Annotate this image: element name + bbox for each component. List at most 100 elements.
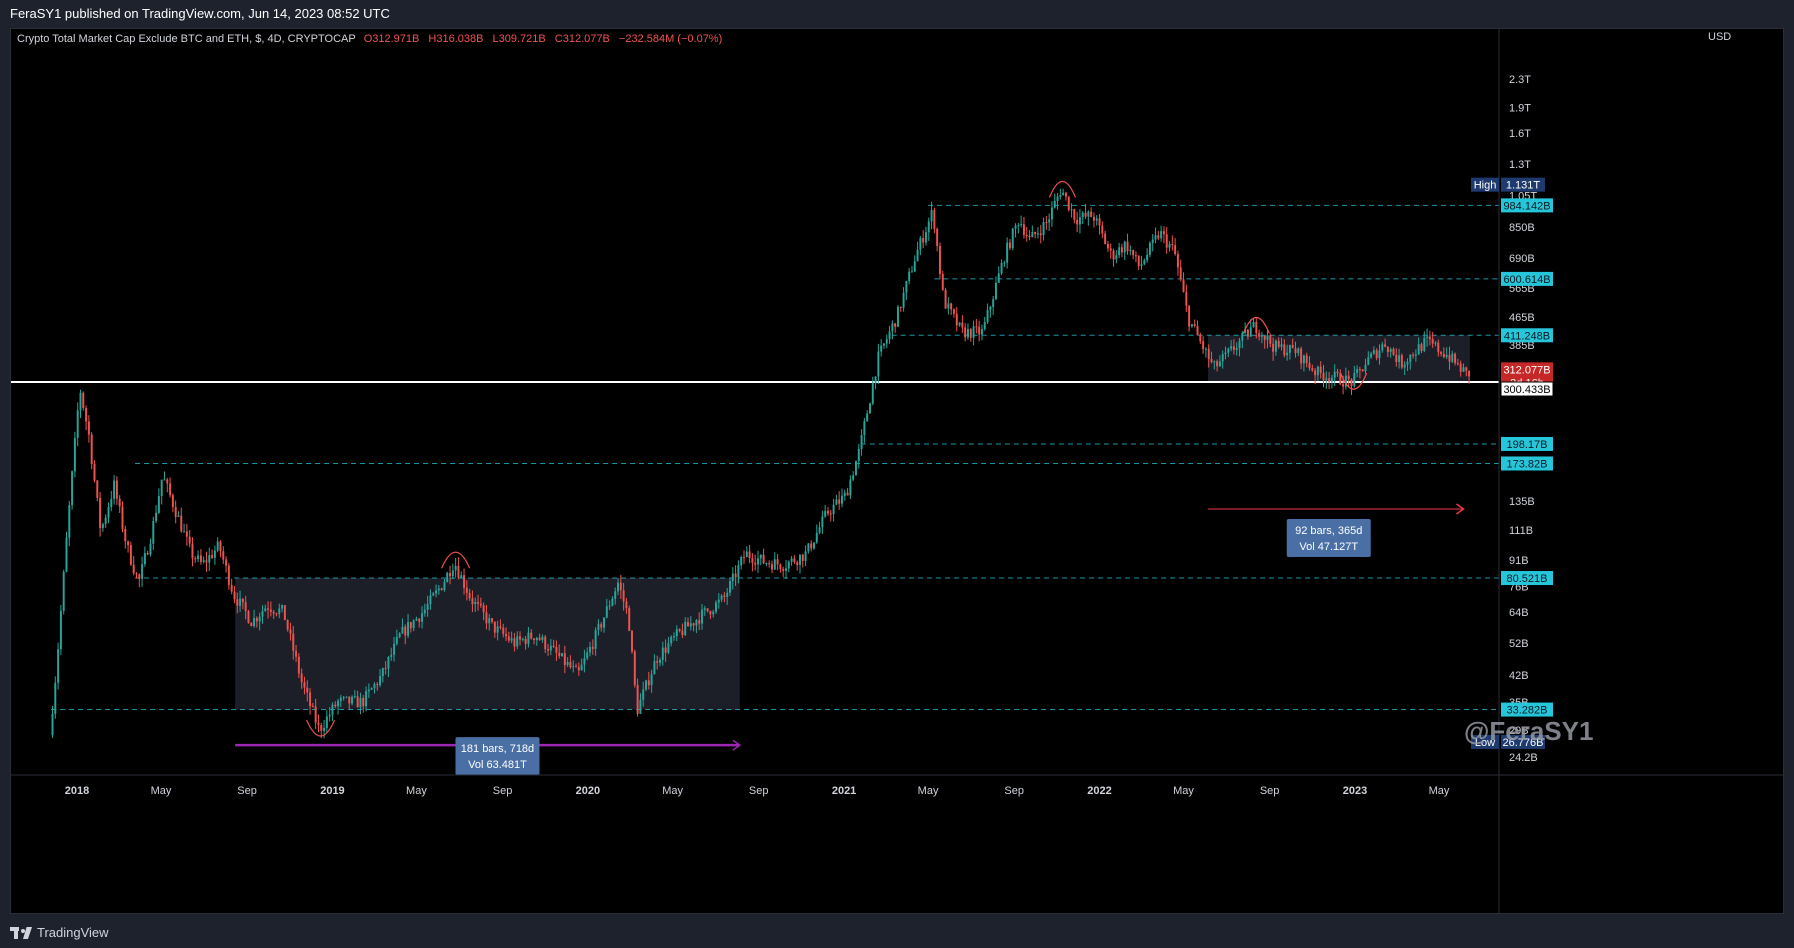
candle [1098,214,1101,235]
candle [423,603,426,617]
candle [1462,363,1465,372]
candle [152,516,155,551]
candle [717,593,720,609]
candle [418,617,421,628]
candle [348,696,351,710]
candle [555,640,558,661]
candle [474,597,477,612]
candle [1034,231,1037,239]
candle [910,265,913,273]
candle [882,342,885,349]
price-chart[interactable]: 181 bars, 718d Vol 63.481T 92 bars, 365d Vo… [11,29,1783,913]
candle [264,604,267,612]
candle [160,479,163,505]
candle [255,616,258,628]
candle [1202,336,1205,354]
candle [1190,324,1193,328]
candle [790,555,793,566]
candle [1277,337,1280,349]
candle [930,201,933,230]
candle [502,623,505,638]
x-tick-label: Sep [237,785,257,797]
candle [799,554,801,574]
candle [479,597,482,608]
candle [603,617,605,633]
candle [1451,350,1454,364]
candle [899,306,902,312]
candle [785,559,787,579]
top-arc-2019 [441,551,471,569]
candle [572,660,575,673]
candle [1224,346,1227,360]
candle [757,550,759,573]
candle [894,322,897,333]
candle [516,631,519,650]
candle [225,556,228,573]
x-tick-label: May [1173,785,1194,797]
candle [737,560,740,584]
y-tick-label: 24.2B [1509,752,1538,764]
candle [1333,364,1336,386]
candle [367,683,370,698]
candle [776,554,779,571]
svg-text:411.248B: 411.248B [1504,330,1550,342]
candle [1129,245,1132,256]
candle [1375,348,1378,361]
candle [1179,259,1182,282]
candle [1347,370,1350,387]
candle [1221,350,1224,369]
price-tag-level: 33.282B [1501,702,1553,717]
candle [1218,355,1221,368]
candle [1062,188,1065,196]
candle [437,585,440,595]
candle [908,267,911,285]
candle [185,523,188,546]
x-tick-label: 2023 [1343,785,1367,797]
candle [723,592,726,603]
candle [591,639,594,655]
chart-frame[interactable]: 181 bars, 718d Vol 63.481T 92 bars, 365d Vo… [10,28,1784,914]
candle [527,626,530,648]
candle [1319,361,1322,379]
candle [1042,217,1045,241]
candle [244,595,247,620]
candle [952,308,955,318]
svg-text:80.521B: 80.521B [1507,573,1548,585]
candle [451,563,454,580]
candle [1084,204,1087,219]
candle [507,631,510,643]
svg-text:984.142B: 984.142B [1503,200,1550,212]
y-tick-label: 29B [1509,725,1529,737]
candle [986,303,989,324]
candle [896,305,899,327]
candle [1423,331,1426,353]
candle [1434,341,1437,347]
candle [821,510,824,534]
measure-bars-label: 181 bars, 718d [461,743,534,755]
candle [73,431,76,478]
low-marker: Low 26.776B [1471,734,1545,749]
candle [994,276,997,301]
candle [1020,215,1023,228]
candle [440,587,443,591]
candle [194,556,197,563]
candle [485,604,488,630]
candle [1283,339,1286,358]
candle [1078,209,1081,234]
bottom-arc-2022 [1340,372,1368,390]
candle [1353,365,1356,388]
candle [1008,238,1011,251]
candle [661,641,664,666]
candle [1157,230,1160,241]
price-tag-support: 300.433B [1500,381,1554,397]
measure-arrow-2[interactable] [1208,503,1465,515]
candle [1370,351,1373,359]
candle [1106,240,1109,252]
candle [79,389,82,418]
candle [247,609,250,624]
candle [1241,330,1244,349]
candle [1263,335,1266,349]
candle [432,591,435,597]
x-tick-label: Sep [1004,785,1024,797]
tradingview-logo[interactable]: TradingView [10,918,109,948]
